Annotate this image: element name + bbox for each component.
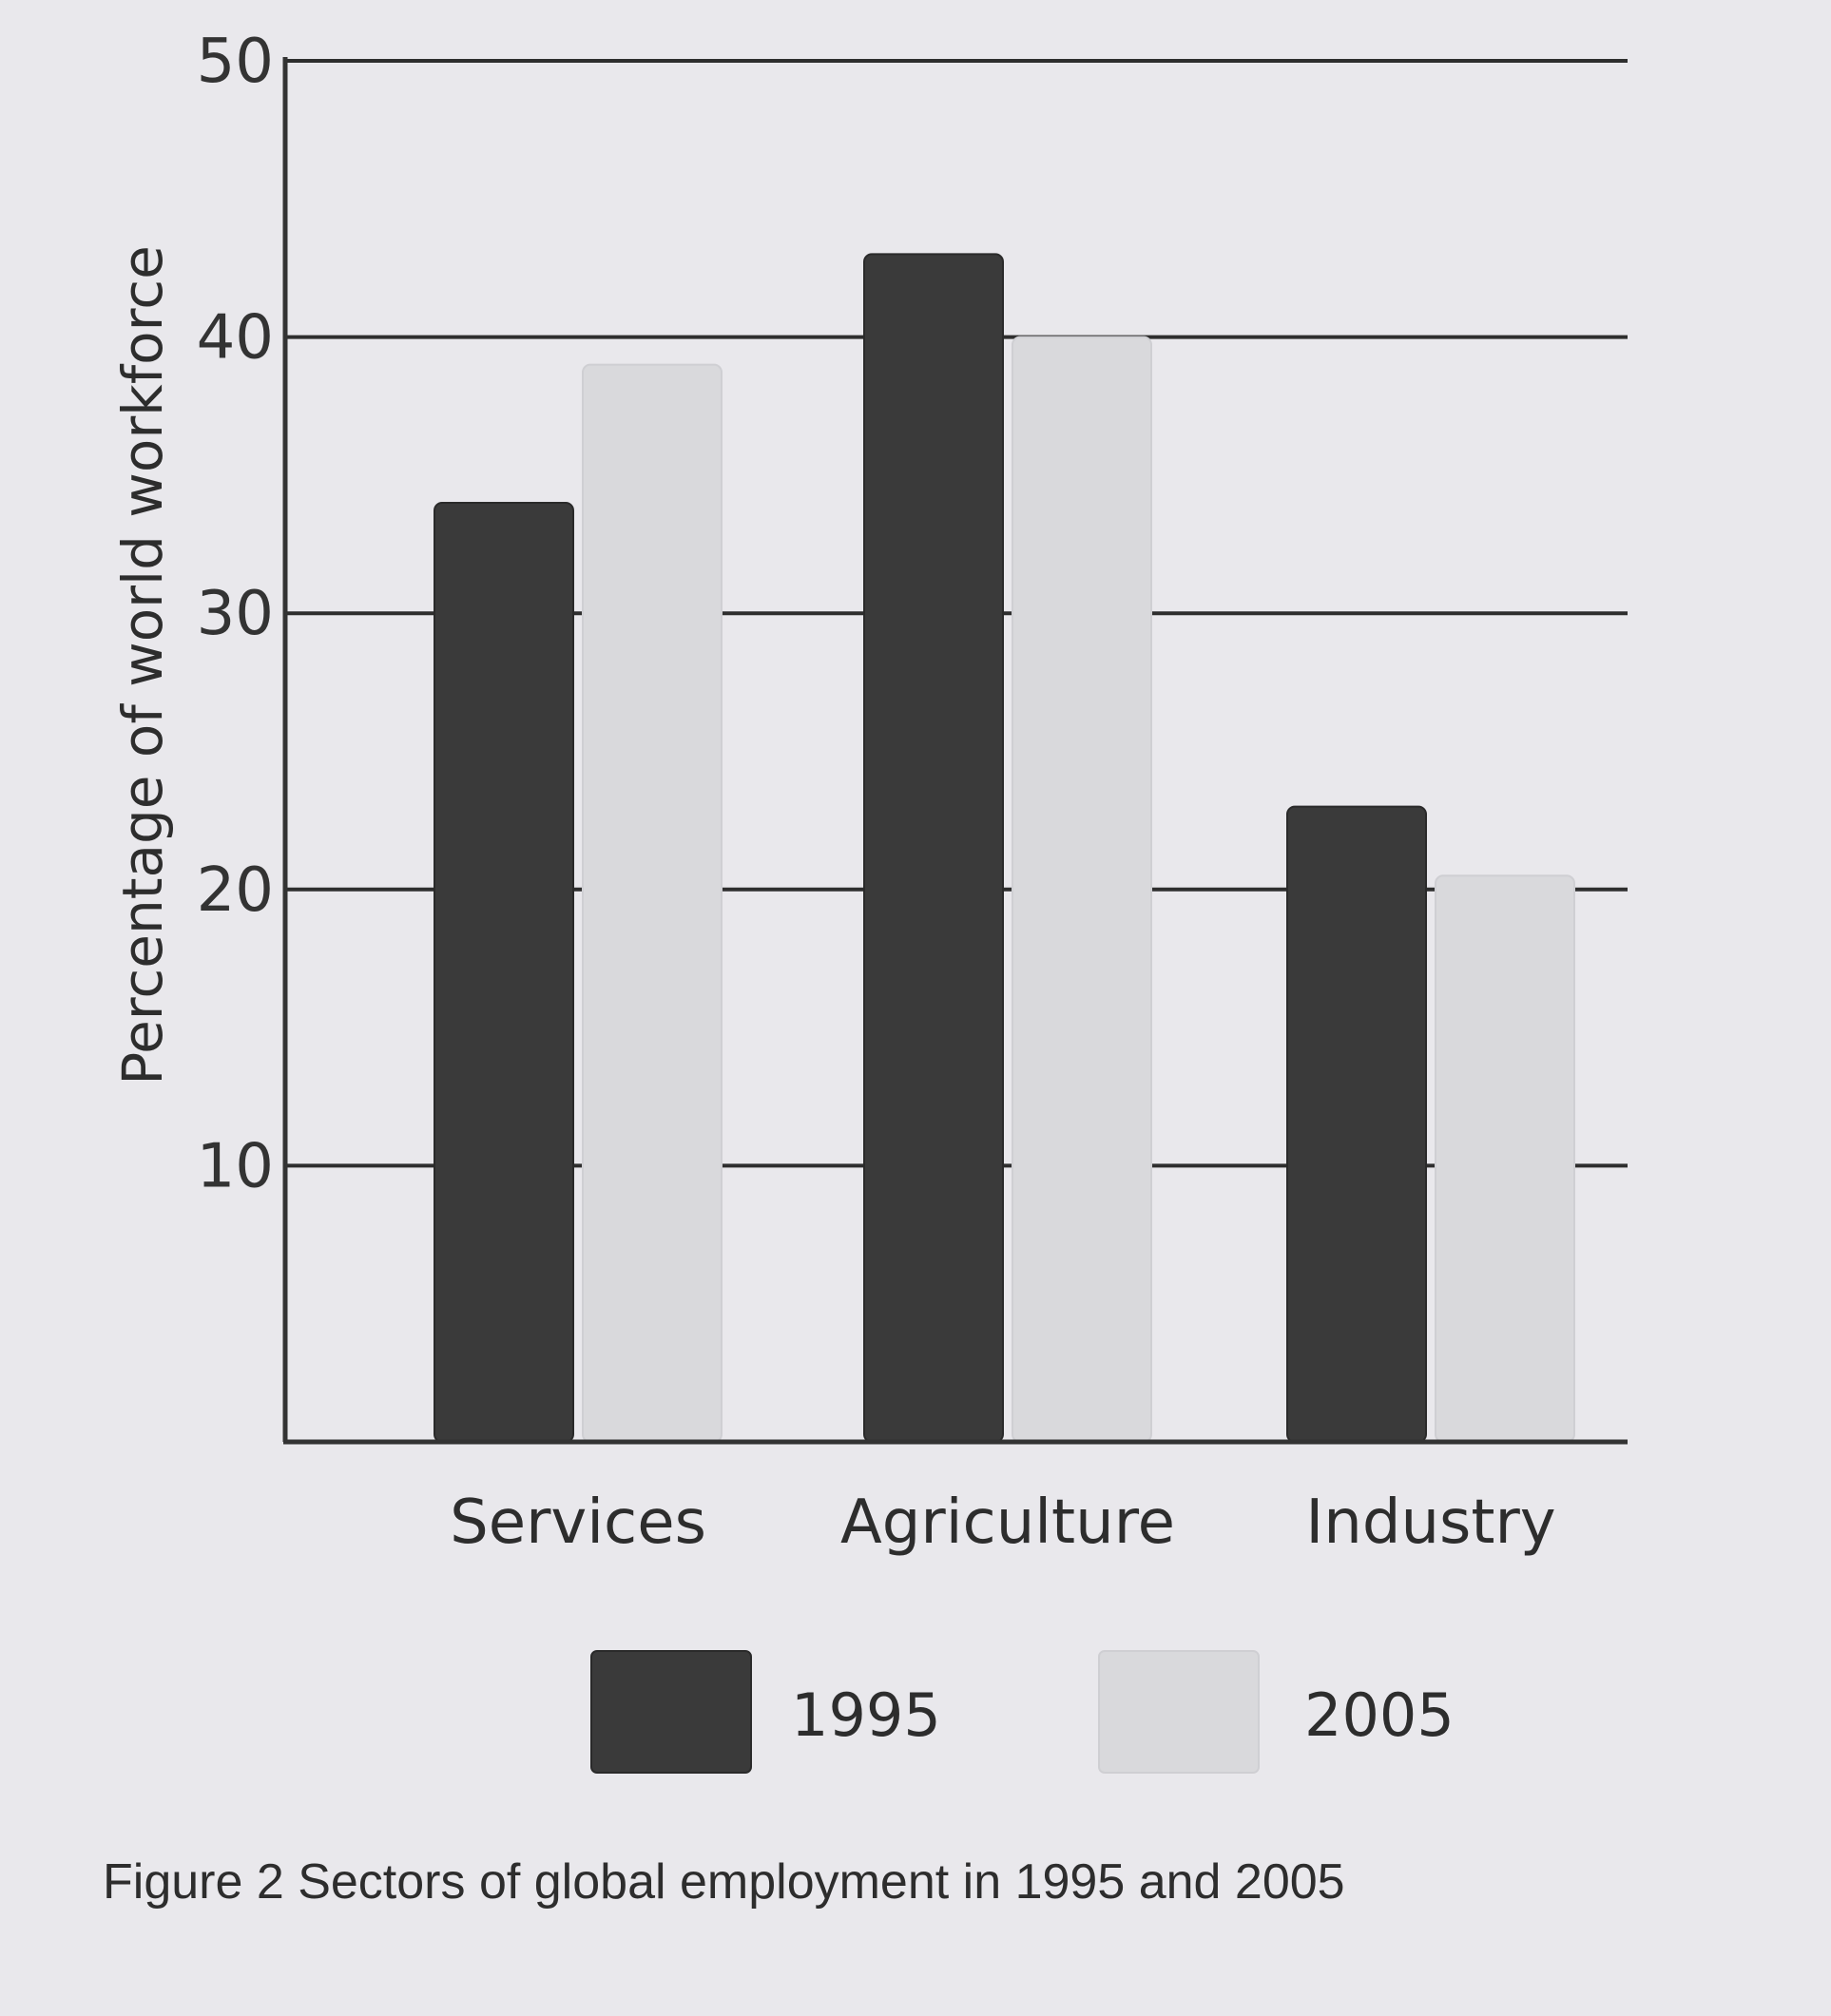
- bars: [434, 253, 1575, 1444]
- x-tick-label-agriculture: Agriculture: [840, 1488, 1175, 1558]
- bar-agriculture-1995: [863, 253, 1004, 1443]
- y-tick-label: 30: [197, 579, 274, 649]
- x-tick-label-services: Services: [450, 1488, 706, 1558]
- bar-services-2005: [582, 363, 723, 1443]
- bar-services-1995: [434, 501, 574, 1443]
- y-axis-title: Percentage of world workforce: [110, 245, 175, 1085]
- legend-swatch-2005: [1098, 1650, 1260, 1774]
- y-tick-label: 20: [197, 855, 274, 926]
- y-tick-label: 40: [197, 303, 274, 374]
- y-tick-label: 10: [197, 1131, 274, 1201]
- bar-industry-2005: [1435, 874, 1575, 1443]
- bar-agriculture-2005: [1012, 336, 1152, 1444]
- bar-industry-1995: [1286, 805, 1427, 1443]
- x-tick-label-industry: Industry: [1305, 1488, 1555, 1558]
- legend-label-1995: 1995: [791, 1680, 941, 1750]
- x-category-labels: Services Agriculture Industry: [450, 1488, 1556, 1558]
- legend: 1995 2005: [590, 1650, 1455, 1774]
- y-tick-label: 50: [197, 27, 274, 97]
- figure-caption: Figure 2 Sectors of global employment in…: [103, 1854, 1345, 1910]
- legend-swatch-1995: [590, 1650, 752, 1774]
- y-tick-labels: 10 20 30 40 50: [197, 27, 274, 1201]
- legend-label-2005: 2005: [1304, 1680, 1455, 1750]
